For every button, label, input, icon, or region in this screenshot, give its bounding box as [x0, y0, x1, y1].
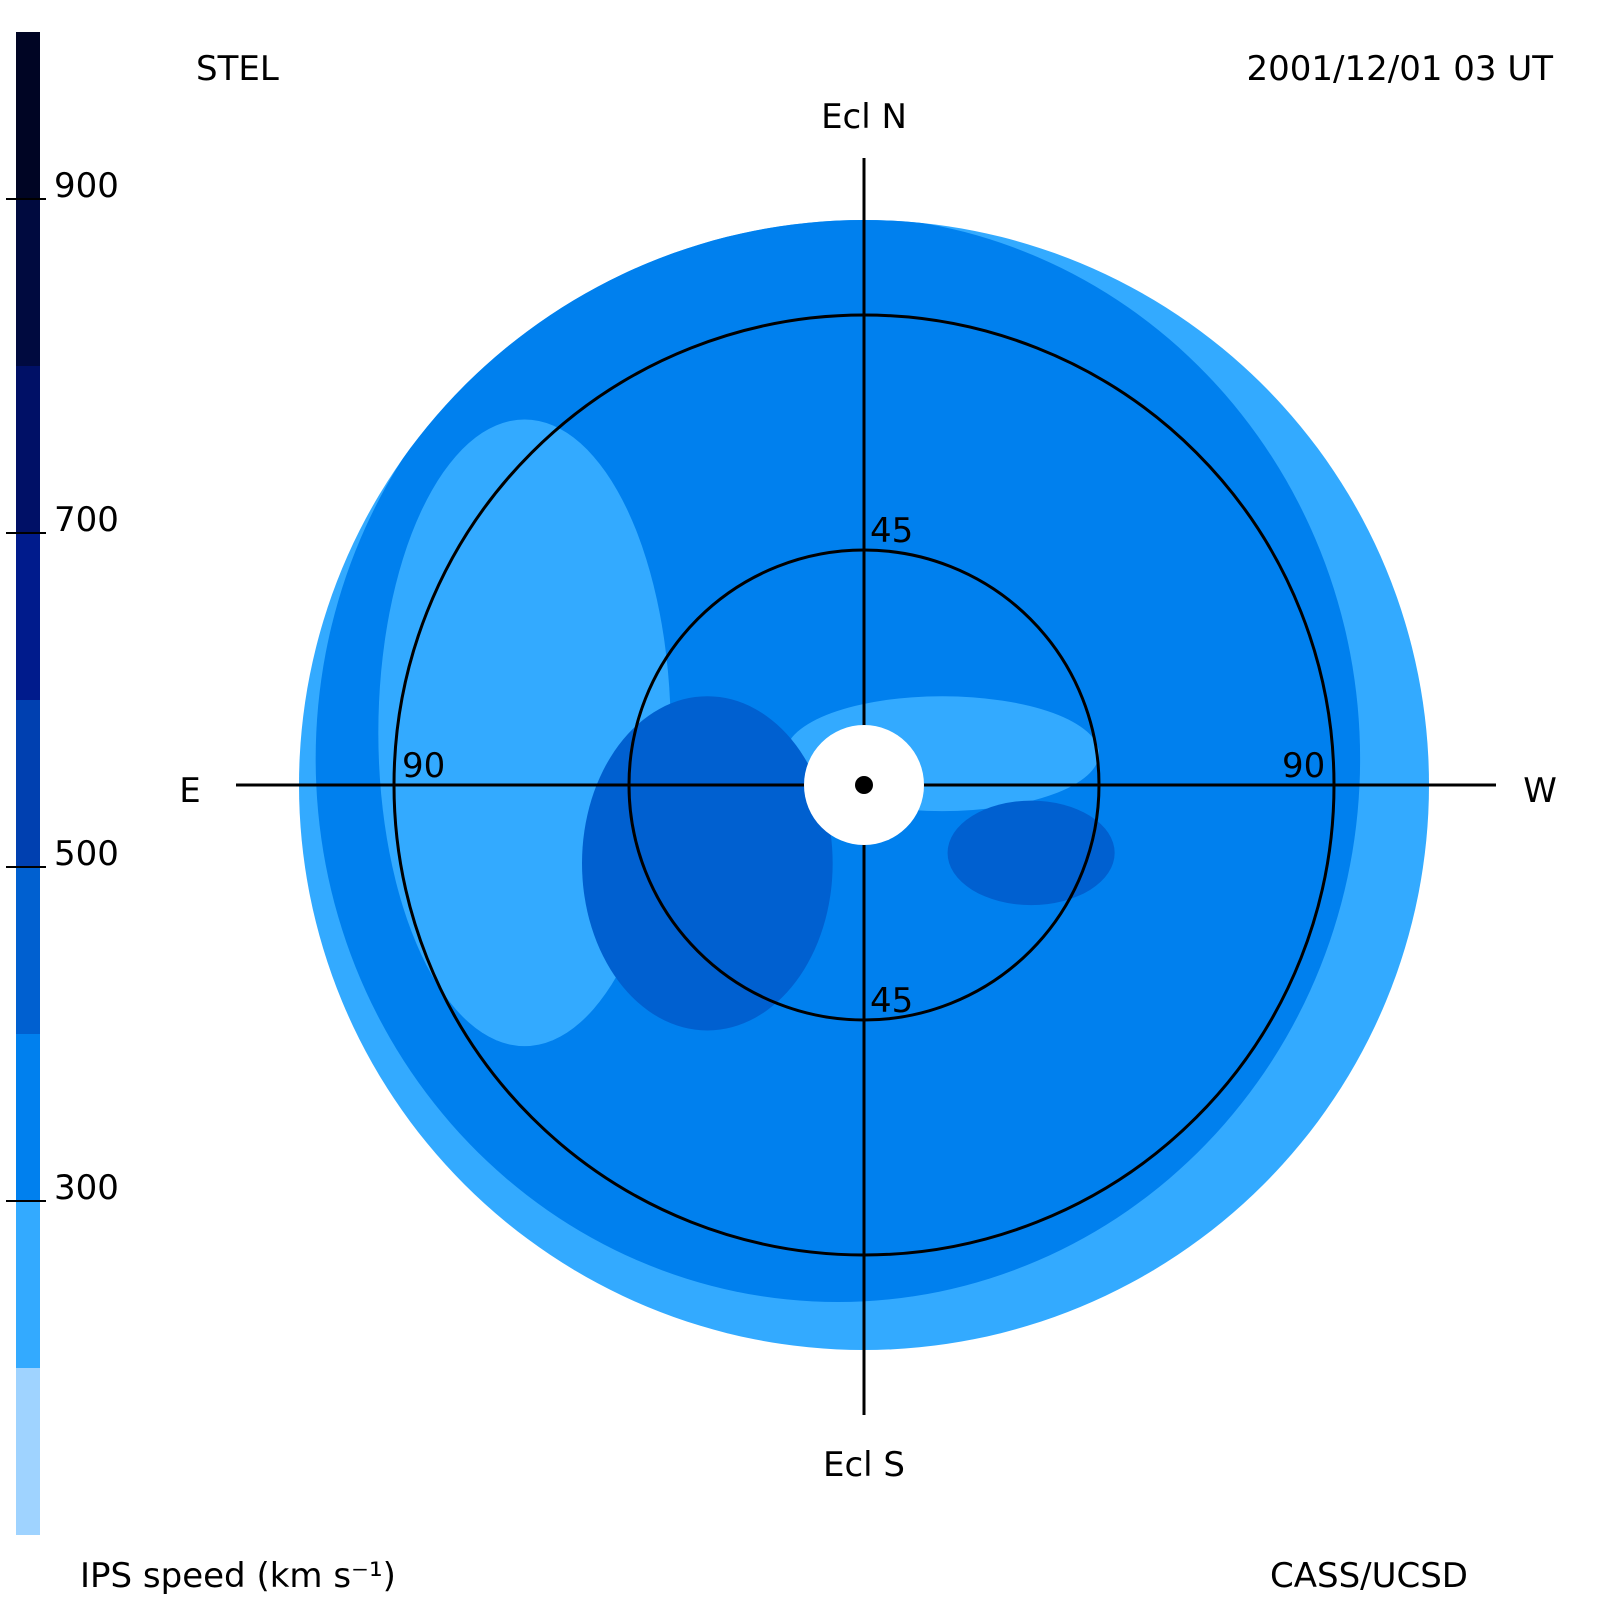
- direction-label-south: Ecl S: [823, 1445, 905, 1485]
- colorbar-tick-label: 500: [54, 834, 119, 874]
- speed-colorbar: 300 500 700 900: [6, 32, 119, 1535]
- region-southeast-fast-stream: [582, 696, 833, 1031]
- elongation-ring-label: 45: [870, 981, 913, 1021]
- region-southwest-fast-stream: [947, 800, 1115, 906]
- observatory-label: STEL: [196, 49, 279, 89]
- datetime-label: 2001/12/01 03 UT: [1247, 49, 1554, 89]
- colorbar-segment: [16, 533, 40, 700]
- elongation-ring-label: 90: [1282, 746, 1325, 786]
- colorbar-tick-label: 300: [54, 1168, 119, 1208]
- elongation-ring-label: 90: [402, 746, 445, 786]
- colorbar-segment: [16, 867, 40, 1034]
- colorbar-tick-label: 700: [54, 500, 119, 540]
- colorbar-segment: [16, 366, 40, 533]
- credit-label: CASS/UCSD: [1270, 1556, 1468, 1596]
- colorbar-segment: [16, 700, 40, 867]
- direction-label-north: Ecl N: [821, 97, 907, 137]
- colorbar-tick-label: 900: [54, 166, 119, 206]
- colorbar-segment: [16, 32, 40, 199]
- colorbar-segment: [16, 1368, 40, 1535]
- colorbar-label: IPS speed (km s⁻¹): [80, 1556, 396, 1596]
- elongation-ring-label: 45: [870, 511, 913, 551]
- colorbar-segment: [16, 1201, 40, 1368]
- colorbar-segment: [16, 199, 40, 366]
- sun-center-dot: [855, 776, 873, 794]
- direction-label-east: E: [179, 771, 200, 811]
- colorbar-segment: [16, 1034, 40, 1201]
- direction-label-west: W: [1523, 771, 1557, 811]
